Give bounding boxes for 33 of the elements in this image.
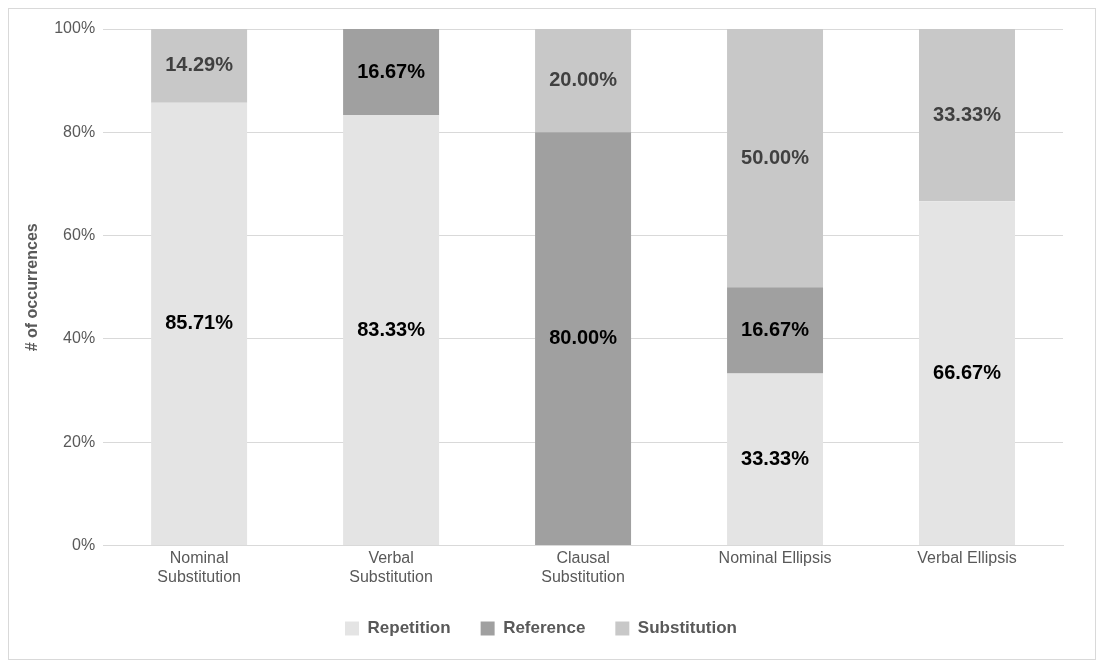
bar: [727, 29, 824, 288]
data-label: 16.67%: [741, 317, 810, 340]
data-label: 66.67%: [933, 360, 1002, 383]
bar: [535, 132, 632, 546]
bar: [919, 29, 1016, 202]
legend-label: Reference: [503, 618, 586, 638]
y-tick-label: 20%: [63, 432, 96, 450]
data-label: 85.71%: [165, 311, 234, 334]
bar: [727, 287, 824, 374]
bar: [151, 29, 248, 103]
data-label: 83.33%: [357, 317, 426, 340]
bar: [535, 29, 632, 133]
y-tick-label: 60%: [63, 226, 96, 244]
x-tick-label: Nominal Substitution: [157, 548, 241, 585]
y-tick-label: 100%: [54, 19, 96, 37]
data-label: 50.00%: [741, 145, 810, 168]
y-tick-label: 80%: [63, 122, 96, 140]
legend-label: Substitution: [637, 618, 737, 638]
data-label: 16.67%: [357, 59, 426, 82]
legend-label: Repetition: [367, 618, 451, 638]
data-label: 33.33%: [741, 446, 810, 469]
x-tick-label: Verbal Ellipsis: [917, 548, 1017, 566]
data-label: 80.00%: [549, 326, 618, 349]
data-label: 14.29%: [165, 53, 234, 76]
data-label: 33.33%: [933, 102, 1002, 125]
x-tick-label: Nominal Ellipsis: [718, 548, 832, 566]
y-tick-label: 0%: [72, 536, 96, 554]
x-tick-label: Verbal Substitution: [349, 548, 433, 585]
y-tick-label: 40%: [63, 329, 96, 347]
bar: [343, 29, 440, 116]
data-label: 20.00%: [549, 68, 618, 91]
y-axis-title: # of occurrences: [23, 223, 41, 352]
x-tick-label: Clausal Substitution: [541, 548, 625, 585]
